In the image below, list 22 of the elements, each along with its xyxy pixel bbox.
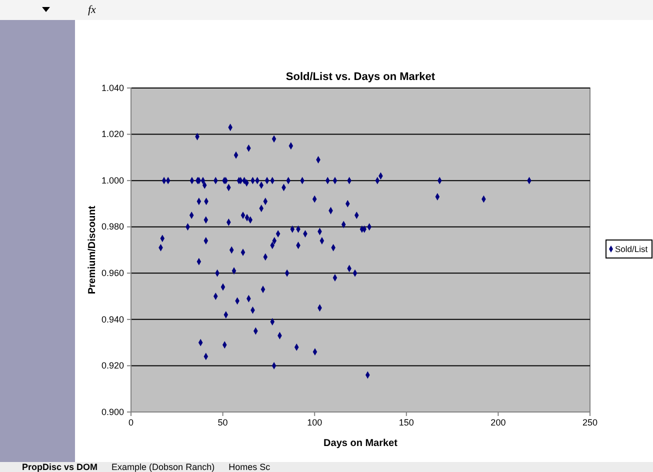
text: Homes Sc — [228, 462, 271, 472]
y-tick-label: 0.900 — [101, 406, 124, 417]
y-tick-label: 0.920 — [101, 360, 124, 371]
x-tick-label: 200 — [490, 417, 506, 428]
x-tick-label: 50 — [218, 417, 228, 428]
x-tick-label: 100 — [307, 417, 322, 428]
text: Example (Dobson Ranch) — [112, 462, 215, 472]
chart-title: Sold/List vs. Days on Market — [286, 71, 436, 83]
x-axis-title: Days on Market — [324, 438, 398, 449]
legend-label: Sold/List — [615, 244, 648, 254]
x-tick-label: 150 — [398, 417, 414, 428]
y-tick-label: 0.960 — [101, 268, 124, 278]
y-tick-label: 1.020 — [101, 129, 124, 140]
text: fx — [88, 4, 96, 16]
y-tick-label: 1.040 — [101, 82, 124, 93]
y-tick-label: 1.000 — [101, 175, 124, 186]
text: PropDisc vs DOM — [22, 462, 98, 472]
y-axis-title: Premium/Discount — [87, 205, 98, 294]
x-tick-label: 0 — [128, 417, 134, 428]
y-tick-label: 0.940 — [101, 314, 124, 324]
y-tick-label: 0.980 — [101, 222, 124, 232]
x-tick-label: 250 — [582, 417, 598, 428]
